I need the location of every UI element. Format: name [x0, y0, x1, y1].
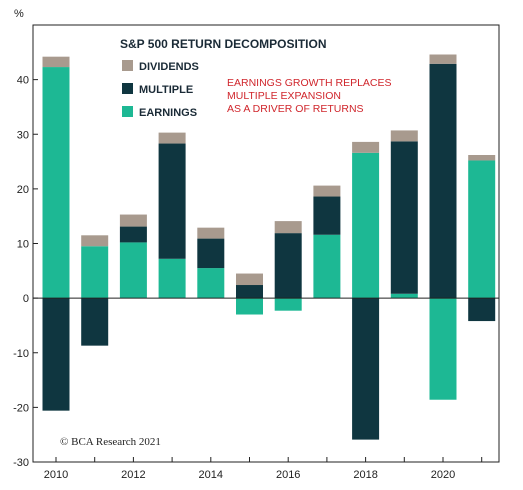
bar-dividends-2020	[429, 54, 457, 64]
x-axis: 2010 2012 2014 2016 2018 2020	[44, 457, 483, 481]
x-tick-label: 2018	[353, 469, 377, 481]
legend-label-dividends: DIVIDENDS	[139, 61, 199, 73]
bar-earnings-2013	[158, 258, 186, 299]
legend: DIVIDENDS MULTIPLE EARNINGS	[122, 60, 199, 119]
y-axis: -30 -20 -10 0 10 20 30 40	[13, 75, 38, 469]
bar-dividends-2018	[352, 141, 380, 153]
bar-earnings-2019	[390, 293, 418, 299]
bar-multiple-2018	[352, 298, 380, 440]
legend-label-earnings: EARNINGS	[139, 107, 197, 119]
bar-dividends-2011	[81, 235, 109, 247]
bar-earnings-2015	[236, 298, 263, 315]
y-tick-label: 0	[23, 293, 29, 305]
bar-multiple-2021	[468, 298, 496, 322]
bar-dividends-2021	[468, 155, 496, 161]
y-tick-label: 10	[17, 239, 29, 251]
bar-earnings-2011	[81, 246, 109, 299]
y-tick-label: -20	[13, 402, 29, 414]
legend-swatch-dividends	[122, 60, 133, 71]
y-tick-label: 20	[17, 184, 29, 196]
bar-dividends-2013	[158, 132, 186, 144]
legend-label-multiple: MULTIPLE	[139, 84, 193, 96]
y-axis-unit-label: %	[14, 8, 24, 20]
x-tick-label: 2020	[431, 469, 455, 481]
x-tick-label: 2012	[121, 469, 145, 481]
bar-multiple-2012	[119, 226, 147, 243]
bar-earnings-2017	[313, 234, 341, 299]
bar-earnings-2021	[468, 160, 496, 299]
bar-earnings-2014	[197, 268, 225, 299]
bar-dividends-2012	[119, 214, 147, 227]
bar-multiple-2014	[197, 238, 225, 269]
x-tick-label: 2016	[276, 469, 300, 481]
chart-title: S&P 500 RETURN DECOMPOSITION	[120, 37, 326, 51]
x-tick-label: 2010	[44, 469, 68, 481]
y-tick-label: 30	[17, 129, 29, 141]
x-tick-label: 2014	[199, 469, 223, 481]
bar-earnings-2020	[429, 298, 457, 400]
bar-dividends-2016	[274, 221, 302, 234]
bar-dividends-2015	[236, 273, 263, 286]
y-tick-label: -10	[13, 348, 29, 360]
bar-multiple-2017	[313, 196, 341, 235]
legend-swatch-earnings	[122, 106, 133, 117]
bar-multiple-2013	[158, 143, 186, 259]
y-tick-label: 40	[17, 75, 29, 87]
bar-dividends-2019	[390, 130, 418, 142]
annotation-line: AS A DRIVER OF RETURNS	[227, 103, 364, 115]
bar-multiple-2020	[429, 63, 457, 299]
source-note: © BCA Research 2021	[60, 436, 161, 448]
bars-layer	[42, 54, 496, 440]
bar-earnings-2018	[352, 152, 380, 299]
bar-dividends-2014	[197, 227, 225, 239]
bar-earnings-2010	[42, 67, 70, 299]
annotation-line: EARNINGS GROWTH REPLACES	[227, 77, 392, 89]
bar-multiple-2011	[81, 298, 109, 346]
annotation-line: MULTIPLE EXPANSION	[227, 90, 341, 102]
bar-dividends-2010	[42, 56, 70, 68]
bar-multiple-2015	[236, 285, 263, 299]
y-tick-label: -30	[13, 457, 29, 469]
bar-dividends-2017	[313, 185, 341, 197]
bar-earnings-2016	[274, 298, 302, 311]
bar-multiple-2019	[390, 141, 418, 294]
bar-multiple-2016	[274, 233, 302, 299]
bar-earnings-2012	[119, 242, 147, 299]
legend-swatch-multiple	[122, 83, 133, 94]
bar-multiple-2010	[42, 298, 70, 411]
